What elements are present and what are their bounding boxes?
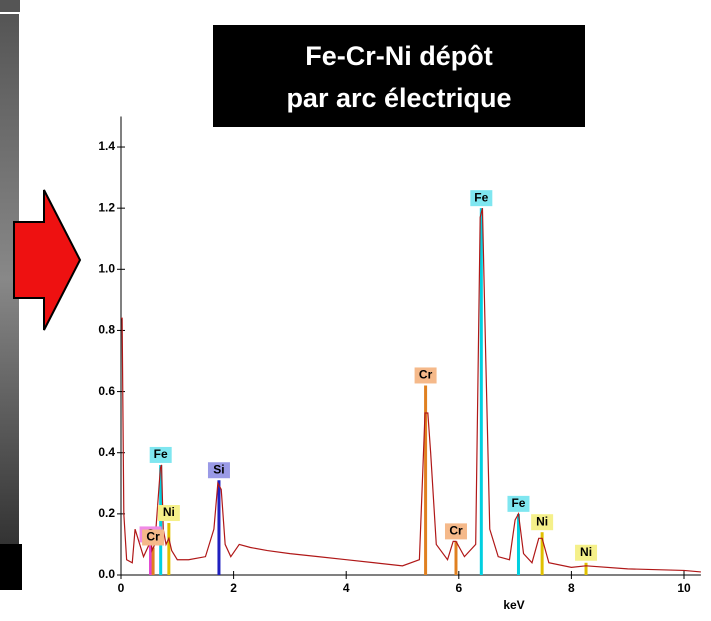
x-tick-label: 4 bbox=[343, 581, 350, 595]
element-label-box bbox=[444, 523, 467, 540]
element-label: Si bbox=[213, 462, 224, 476]
y-tick-label: 1.0 bbox=[98, 261, 115, 275]
element-label: Ni bbox=[163, 505, 175, 519]
element-label: Ni bbox=[536, 514, 548, 528]
element-label-box bbox=[414, 367, 437, 384]
element-label-box bbox=[207, 462, 230, 479]
y-tick-label: 0.8 bbox=[98, 323, 115, 337]
element-label: Cr bbox=[146, 530, 160, 544]
y-tick-label: 1.2 bbox=[98, 200, 115, 214]
element-label-box bbox=[575, 544, 598, 561]
title-box bbox=[213, 25, 585, 127]
element-label-box bbox=[507, 495, 530, 512]
x-tick-label: 2 bbox=[230, 581, 237, 595]
x-tick-label: 10 bbox=[677, 581, 691, 595]
y-tick-label: 0.2 bbox=[98, 506, 115, 520]
element-label-box bbox=[531, 514, 554, 531]
image-border bbox=[0, 0, 20, 12]
element-label: Cr bbox=[449, 524, 463, 538]
y-tick-label: 0.0 bbox=[98, 567, 115, 581]
x-axis-label: keV bbox=[503, 598, 524, 612]
element-label-box bbox=[157, 505, 180, 522]
x-tick-label: 6 bbox=[455, 581, 462, 595]
x-tick-label: 0 bbox=[118, 581, 125, 595]
element-label-box bbox=[142, 529, 165, 546]
spectrum bbox=[121, 208, 701, 573]
element-label: Ni bbox=[580, 545, 592, 559]
micrograph bbox=[0, 14, 19, 544]
element-label: Fe bbox=[154, 447, 168, 461]
x-tick-label: 8 bbox=[568, 581, 575, 595]
chart-title: Fe-Cr-Ni dépôt bbox=[305, 41, 492, 71]
element-label: Cr bbox=[419, 368, 433, 382]
y-tick-label: 1.4 bbox=[98, 139, 115, 153]
element-label: Fe bbox=[474, 190, 488, 204]
arrow bbox=[13, 189, 82, 331]
micrograph-bar bbox=[0, 544, 22, 590]
y-tick-label: 0.4 bbox=[98, 445, 115, 459]
element-label-box bbox=[470, 190, 493, 207]
element-label: Fe bbox=[511, 496, 525, 510]
chart-title: par arc électrique bbox=[286, 83, 511, 113]
element-label-box bbox=[149, 446, 172, 463]
y-tick-label: 0.6 bbox=[98, 384, 115, 398]
